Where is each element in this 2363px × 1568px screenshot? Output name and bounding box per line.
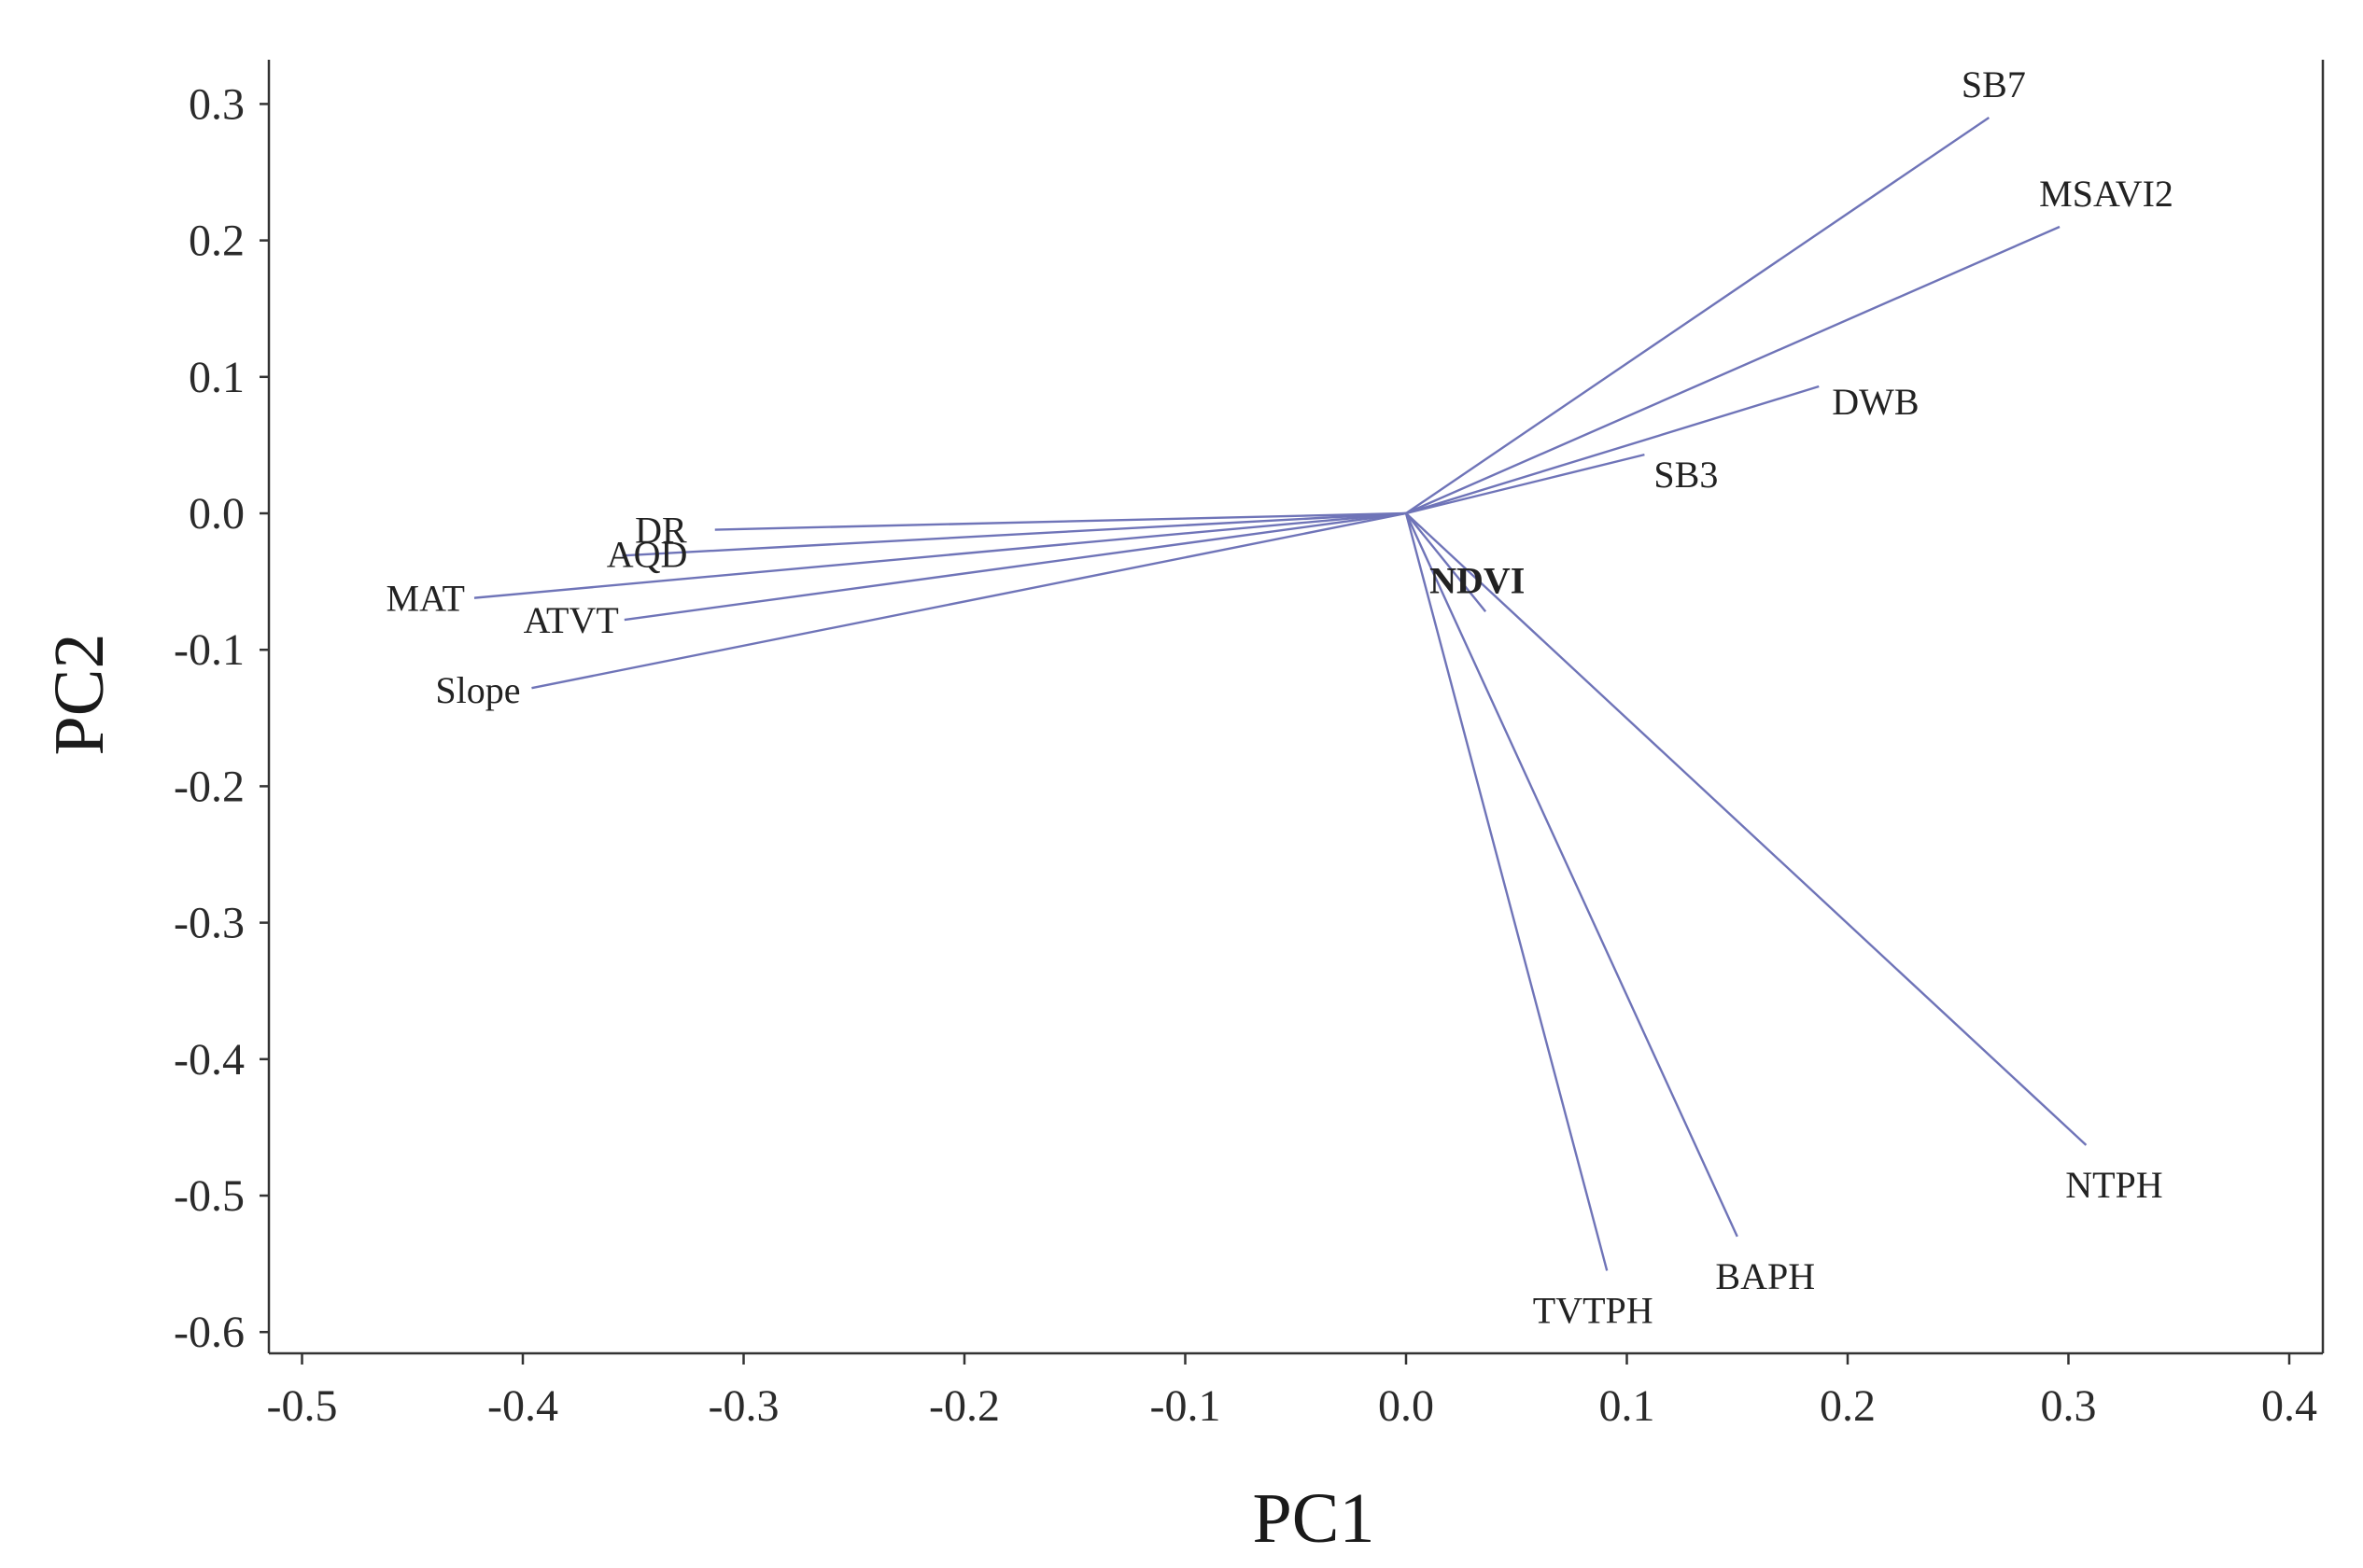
- y-tick-label: -0.6: [174, 1308, 245, 1357]
- y-tick-label: -0.3: [174, 899, 245, 948]
- vector-atvt: [624, 511, 1407, 622]
- y-tick-label: -0.2: [174, 762, 245, 811]
- x-tick-label: 0.4: [2261, 1381, 2317, 1431]
- vector-label-baph: BAPH: [1715, 1255, 1815, 1297]
- vector-slope: [531, 511, 1407, 690]
- y-tick-label: -0.5: [174, 1171, 245, 1221]
- y-tick-label: -0.4: [174, 1035, 245, 1085]
- vector-label-dwb: DWB: [1832, 381, 1919, 423]
- vector-label-slope: Slope: [435, 669, 520, 711]
- vector-dr: [714, 511, 1407, 531]
- x-tick-label: 0.0: [1378, 1381, 1434, 1431]
- y-tick-label: -0.1: [174, 625, 245, 675]
- y-axis-title: PC2: [40, 634, 119, 756]
- y-tick-label: 0.3: [189, 79, 245, 129]
- x-ticks: -0.5 -0.4 -0.3 -0.2 -0.1 0.0 0.1 0.2 0.3 0.4: [267, 1353, 2317, 1431]
- vector-baph: [1404, 512, 1738, 1238]
- vector-mat: [473, 511, 1407, 599]
- vector-label-dr: DR: [635, 510, 687, 552]
- vector-label-aqd: AQD: [607, 533, 688, 575]
- vector-label-atvt: ATVT: [524, 599, 619, 641]
- vector-label-sb3: SB3: [1653, 454, 1718, 496]
- vector-sb3: [1405, 453, 1645, 515]
- y-tick-label: 0.0: [189, 489, 245, 539]
- loading-vectors: [473, 117, 2088, 1271]
- vector-label-mat: MAT: [387, 578, 465, 620]
- x-axis-title: PC1: [1253, 1479, 1375, 1558]
- x-tick-label: -0.3: [709, 1381, 780, 1431]
- y-tick-label: 0.1: [189, 353, 245, 402]
- x-tick-label: 0.2: [1820, 1381, 1876, 1431]
- y-tick-label: 0.2: [189, 217, 245, 266]
- vector-ntph: [1405, 512, 2088, 1146]
- x-tick-label: 0.3: [2041, 1381, 2097, 1431]
- vector-aqd: [622, 511, 1407, 557]
- vector-ndvi: [1405, 512, 1487, 613]
- x-tick-label: -0.5: [267, 1381, 338, 1431]
- y-ticks: 0.3 0.2 0.1 0.0 -0.1 -0.2 -0.3 -0.4 -0.5 -0.6: [174, 79, 269, 1357]
- x-tick-label: -0.4: [487, 1381, 558, 1431]
- x-tick-label: -0.2: [929, 1381, 1000, 1431]
- vector-dwb: [1405, 385, 1820, 515]
- vector-msavi2: [1405, 225, 2061, 515]
- x-tick-label: -0.1: [1150, 1381, 1221, 1431]
- vector-sb7: [1405, 117, 1990, 514]
- x-tick-label: 0.1: [1599, 1381, 1655, 1431]
- vector-label-tvtph: TVTPH: [1533, 1289, 1653, 1331]
- vector-label-msavi2: MSAVI2: [2039, 173, 2173, 215]
- vector-label-ntph: NTPH: [2065, 1164, 2162, 1206]
- vector-label-sb7: SB7: [1962, 63, 2026, 105]
- vector-tvtph: [1404, 512, 1609, 1271]
- vector-label-ndvi: NDVI: [1429, 559, 1525, 601]
